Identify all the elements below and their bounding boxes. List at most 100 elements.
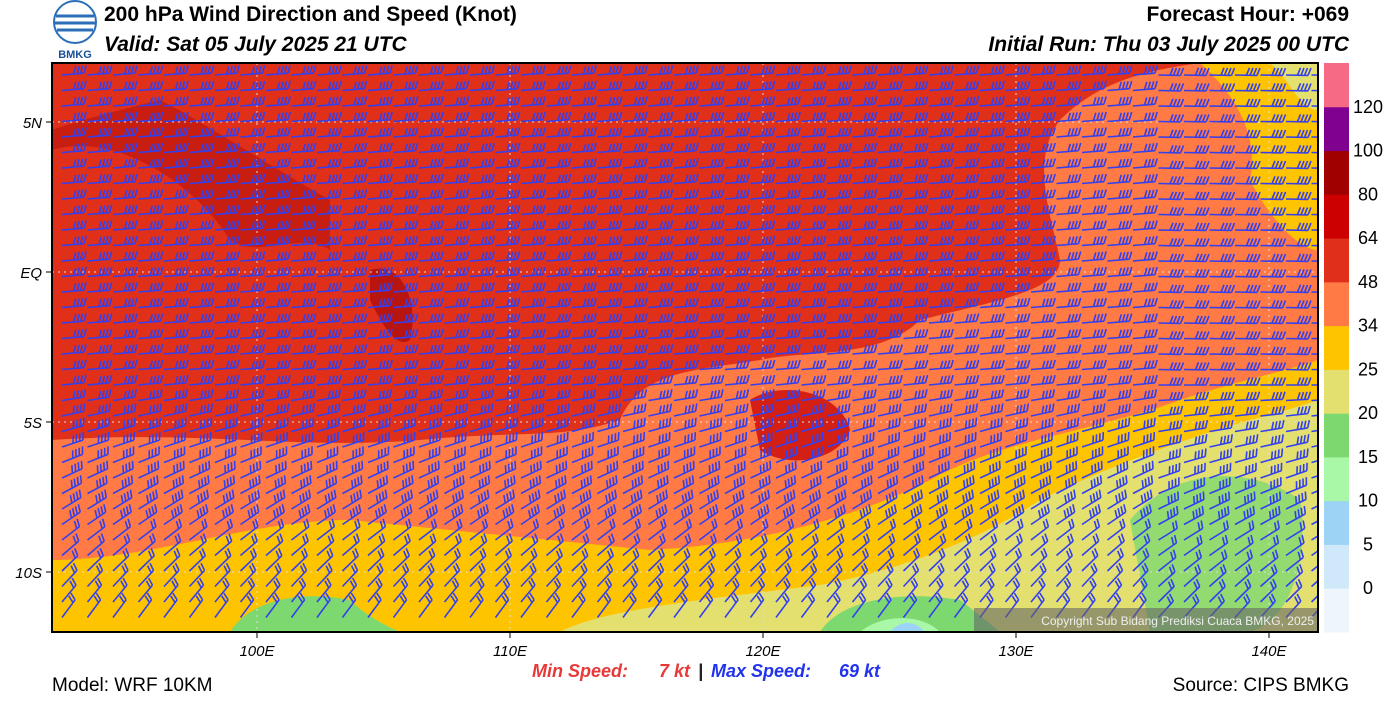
wind-barb <box>852 417 876 433</box>
wind-barb <box>469 504 489 526</box>
wind-barb <box>316 432 340 448</box>
wind-barb <box>877 80 903 92</box>
wind-barb <box>138 65 164 76</box>
wind-barb <box>1184 377 1210 386</box>
wind-barb <box>1260 284 1287 294</box>
wind-barb <box>1260 268 1287 278</box>
wind-barb <box>265 282 291 293</box>
wind-barb <box>826 127 852 138</box>
wind-barb <box>750 220 776 231</box>
wind-barb <box>214 562 231 588</box>
wind-barb <box>444 111 470 123</box>
wind-barb <box>1030 417 1054 433</box>
wind-barb <box>1132 173 1158 185</box>
wind-barb <box>214 389 240 402</box>
wind-barb <box>877 220 903 231</box>
wind-barb <box>724 96 750 107</box>
colorbar-swatch <box>1324 588 1349 633</box>
wind-barb <box>571 80 597 92</box>
wind-barb <box>597 446 619 464</box>
wind-barb <box>546 111 572 123</box>
wind-barb <box>826 577 842 603</box>
wind-barb <box>87 65 113 76</box>
wind-barb <box>316 297 342 309</box>
wind-barb <box>724 344 750 355</box>
wind-barb <box>189 65 215 76</box>
wind-barb <box>622 475 644 495</box>
wind-barb <box>1285 549 1305 572</box>
wind-barb <box>1107 266 1133 278</box>
colorbar-label: 25 <box>1358 359 1378 379</box>
wind-barb <box>87 504 107 526</box>
wind-barb <box>1107 142 1133 154</box>
wind-barb <box>469 142 495 154</box>
wind-barb <box>240 251 266 262</box>
wind-barb <box>852 80 878 92</box>
wind-barb <box>928 189 954 200</box>
wind-barb <box>291 235 317 247</box>
wind-barb <box>1158 175 1185 185</box>
wind-barb <box>622 297 648 309</box>
wind-barb <box>444 417 468 433</box>
wind-barb <box>775 80 801 92</box>
wind-barb <box>750 65 776 76</box>
wind-barb <box>673 235 699 247</box>
wind-barb <box>86 592 102 618</box>
wind-barb <box>1081 204 1107 216</box>
wind-barb <box>444 189 470 200</box>
wind-barb <box>571 235 597 247</box>
wind-barb <box>1209 206 1236 216</box>
wind-barb <box>1005 220 1031 231</box>
wind-barb <box>1132 518 1152 541</box>
wind-barb <box>571 313 597 324</box>
wind-barb <box>418 344 444 355</box>
wind-barb <box>877 359 903 371</box>
wind-barb <box>699 475 720 495</box>
wind-barb <box>1209 113 1236 123</box>
wind-barb <box>1285 391 1312 402</box>
wind-barb <box>1132 475 1154 495</box>
wind-barb <box>928 328 954 340</box>
wind-barb <box>724 518 744 541</box>
wind-barb <box>1005 403 1030 417</box>
wind-barb <box>928 127 954 138</box>
wind-barb <box>546 475 567 495</box>
wind-barb <box>597 111 623 123</box>
colorbar-swatch <box>1324 106 1349 152</box>
wind-barb <box>1234 191 1261 201</box>
wind-barb <box>214 328 240 340</box>
wind-barb <box>393 65 419 76</box>
wind-barb <box>622 111 648 123</box>
wind-barb <box>699 504 719 526</box>
wind-barb <box>775 359 801 371</box>
wind-barb <box>851 533 870 557</box>
wind-barb <box>1209 160 1236 170</box>
wind-barb <box>61 282 87 293</box>
wind-barb <box>138 127 164 138</box>
wind-barb <box>648 489 669 510</box>
wind-barb <box>979 344 1005 355</box>
wind-barb <box>546 432 569 448</box>
wind-barb <box>418 533 437 557</box>
wind-barb <box>648 518 667 541</box>
wind-barb <box>393 111 419 123</box>
wind-barb <box>928 403 953 417</box>
wind-barb <box>444 220 470 231</box>
wind-barb <box>469 220 495 231</box>
wind-barb <box>393 432 416 448</box>
wind-barb <box>648 374 674 386</box>
wind-barb <box>87 432 110 448</box>
wind-barb <box>902 533 921 557</box>
wind-barb <box>928 374 954 386</box>
wind-barb <box>1209 268 1236 278</box>
wind-barb <box>1260 206 1287 216</box>
wind-barb <box>979 432 1003 448</box>
wind-barb <box>673 489 694 510</box>
wind-barb <box>622 158 648 169</box>
wind-barb <box>291 297 317 309</box>
wind-barb <box>801 518 820 541</box>
wind-barb <box>443 592 459 618</box>
wind-barb <box>367 592 382 618</box>
wind-barb <box>699 127 725 138</box>
wind-barb <box>622 96 648 107</box>
